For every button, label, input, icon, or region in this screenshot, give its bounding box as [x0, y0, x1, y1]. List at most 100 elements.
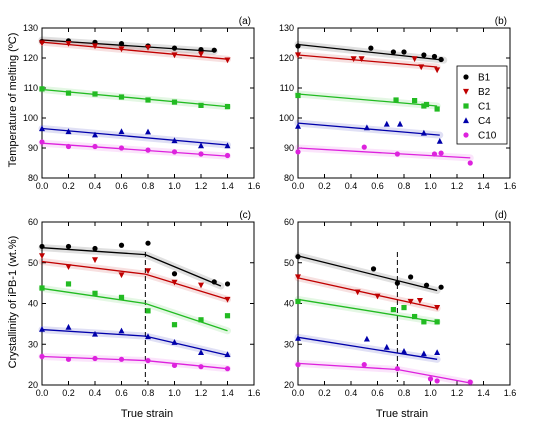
y-tick-label: 90	[28, 143, 38, 153]
fit-line	[41, 260, 228, 301]
y-tick-label: 60	[284, 217, 294, 227]
data-point	[224, 57, 231, 64]
data-point	[295, 298, 301, 305]
data-point	[434, 349, 441, 355]
y-tick-label: 60	[28, 217, 38, 227]
x-tick-label: 0.4	[345, 181, 358, 191]
data-point	[118, 242, 125, 248]
series-c1	[38, 86, 231, 111]
data-point	[92, 131, 98, 138]
data-point	[65, 128, 72, 135]
y-tick-label: 100	[279, 113, 294, 123]
data-point	[397, 120, 404, 127]
data-point	[39, 243, 45, 250]
data-point	[171, 52, 178, 59]
data-point	[401, 304, 407, 311]
data-point	[350, 56, 357, 63]
x-tick-label: 1.6	[504, 181, 517, 191]
data-point	[118, 145, 125, 151]
data-point	[39, 125, 45, 132]
panel-a: 0.0 0.2 0.4 0.6 0.8 1.0 1.2 1.4 1.6 80 90 100 110 120…	[23, 16, 260, 191]
data-point	[434, 304, 441, 311]
data-point	[421, 103, 427, 109]
data-point	[118, 272, 125, 279]
y-tick-label: 120	[279, 53, 294, 63]
data-point	[171, 322, 178, 328]
x-tick-label: 1.4	[477, 181, 490, 191]
data-point	[211, 279, 217, 285]
data-point	[145, 128, 151, 135]
data-point	[438, 56, 444, 63]
data-point	[363, 335, 370, 342]
x-tick-label: 1.4	[221, 181, 234, 191]
ylabel-bottom: Crystallinity of iPB-1 (wt.%)	[7, 236, 19, 369]
xlabel-left: True strain	[121, 408, 173, 420]
x-tick-label: 0.0	[36, 388, 49, 398]
data-point	[394, 366, 400, 372]
x-tick-label: 1.2	[451, 388, 464, 398]
series-c4	[294, 119, 444, 144]
x-tick-label: 0.4	[345, 388, 358, 398]
data-point	[434, 319, 440, 325]
data-point	[401, 347, 407, 354]
series-b1	[294, 41, 448, 64]
panel-d: 0.0 0.2 0.4 0.6 0.8 1.0 1.2 1.4 1.6 20 30 40 50 60 (d)	[284, 210, 516, 398]
data-point	[39, 40, 45, 47]
data-point	[224, 281, 231, 287]
data-point	[118, 94, 125, 100]
data-point	[295, 149, 301, 155]
data-point	[198, 151, 204, 157]
data-point	[224, 351, 231, 358]
y-tick-label: 110	[24, 83, 38, 93]
data-point	[423, 282, 430, 288]
fit-line	[41, 41, 228, 60]
data-point	[421, 52, 427, 58]
panel-label: (a)	[239, 16, 251, 27]
x-tick-label: 1.6	[248, 181, 261, 191]
series-b1	[38, 240, 231, 290]
x-tick-label: 1.2	[195, 181, 208, 191]
data-point	[92, 143, 98, 150]
data-point	[171, 45, 178, 51]
data-point	[368, 45, 374, 51]
series-b2	[294, 51, 441, 74]
data-point	[145, 240, 151, 246]
y-tick-label: 50	[28, 258, 38, 268]
data-point	[370, 266, 377, 272]
series-c10	[38, 139, 231, 160]
data-point	[412, 313, 418, 320]
data-point	[431, 53, 438, 60]
data-point	[411, 56, 418, 63]
y-tick-label: 40	[284, 299, 294, 309]
x-tick-label: 0.8	[398, 388, 411, 398]
data-point	[394, 280, 400, 286]
data-point	[438, 150, 444, 156]
data-point	[92, 355, 98, 362]
data-point	[171, 137, 178, 144]
data-point	[412, 98, 418, 104]
data-point	[420, 129, 427, 136]
x-tick-label: 1.4	[221, 388, 234, 398]
fit-line	[297, 93, 438, 107]
fit-band	[38, 326, 231, 359]
data-point	[198, 364, 204, 370]
data-point	[171, 271, 178, 277]
y-tick-label: 30	[284, 339, 294, 349]
fit-line	[41, 142, 228, 157]
data-point	[118, 294, 125, 300]
data-point	[198, 282, 204, 289]
fit-line	[297, 277, 438, 310]
x-tick-label: 0.0	[292, 181, 305, 191]
data-point	[118, 327, 125, 334]
data-point	[434, 378, 440, 384]
series-c1	[294, 90, 441, 112]
data-point	[145, 97, 151, 103]
data-point	[295, 254, 301, 260]
x-tick-label: 0.6	[371, 181, 384, 191]
panel-b: 0.0 0.2 0.4 0.6 0.8 1.0 1.2 1.4 1.6 80 90 100 110 120…	[279, 16, 516, 191]
x-tick-label: 0.6	[115, 388, 128, 398]
x-tick-label: 0.6	[115, 181, 128, 191]
data-point	[295, 43, 301, 49]
data-point	[145, 268, 151, 275]
x-tick-label: 1.2	[451, 181, 464, 191]
